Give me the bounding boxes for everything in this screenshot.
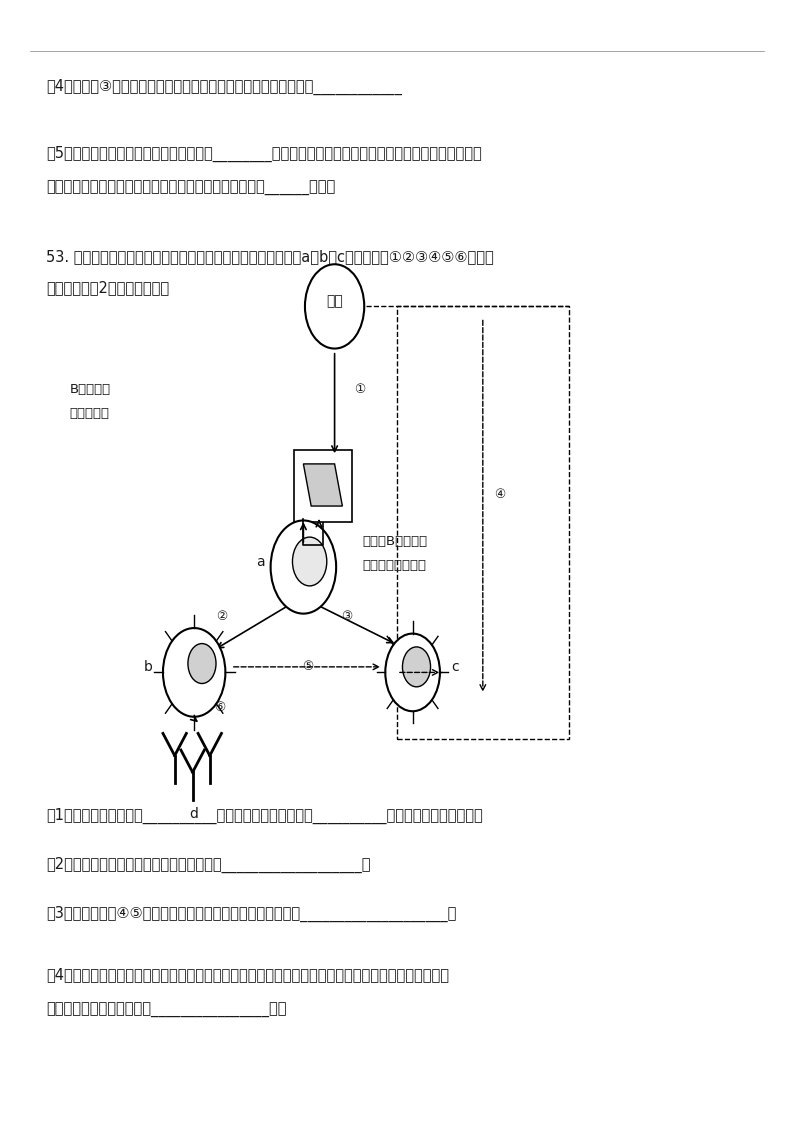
Text: ⑤: ⑤	[302, 660, 313, 674]
Text: （3）当抗原经过④⑤过程时，人体内产生ｄ过程的主要特点是____________________。: （3）当抗原经过④⑤过程时，人体内产生ｄ过程的主要特点是____________…	[46, 905, 457, 922]
Text: ②: ②	[216, 611, 227, 623]
Text: ⑥: ⑥	[214, 702, 225, 714]
Text: 抗原: 抗原	[326, 294, 343, 308]
Text: （4）直接在③上施加适宜刺激，骨骼肌会收缩，该过程是反射吗？____________: （4）直接在③上施加适宜刺激，骨骼肌会收缩，该过程是反射吗？__________…	[46, 79, 402, 95]
Circle shape	[163, 628, 225, 716]
Text: （2）图中ａ、ｂ、ｃ、ｄ能够识别抗原的是___________________。: （2）图中ａ、ｂ、ｃ、ｄ能够识别抗原的是___________________。	[46, 857, 371, 873]
Polygon shape	[303, 464, 342, 506]
Text: c: c	[452, 660, 459, 674]
Text: a: a	[256, 555, 265, 568]
Text: （4）若图中所示的抗原为酿脓链球菌，则该免疫过程产生的物质ｄ可攻击心脏瓣膜，使人患上风湿性心: （4）若图中所示的抗原为酿脓链球菌，则该免疫过程产生的物质ｄ可攻击心脏瓣膜，使人…	[46, 967, 449, 983]
Text: B淋巴细胞: B淋巴细胞	[69, 383, 110, 396]
Text: 激活的B淋巴细胞: 激活的B淋巴细胞	[362, 535, 427, 548]
Text: 表面的受体: 表面的受体	[69, 408, 110, 420]
Text: 免疫系统又正常的情况下，要消灭癌细胞可以依靠体内的______免疫。: 免疫系统又正常的情况下，要消灭癌细胞可以依靠体内的______免疫。	[46, 181, 335, 197]
Text: ④: ④	[495, 489, 506, 502]
Circle shape	[385, 633, 440, 711]
Text: d: d	[190, 807, 198, 821]
Circle shape	[292, 537, 327, 586]
Text: （5）在特异性免疫中能产生抗体的细胞是________。正常人体内都有可能出现细胞癌变，在癌细胞较少、: （5）在特异性免疫中能产生抗体的细胞是________。正常人体内都有可能出现细…	[46, 146, 482, 162]
Text: b: b	[144, 660, 152, 674]
Circle shape	[271, 520, 336, 613]
Text: ③: ③	[341, 611, 352, 623]
Text: 53. 下面是人体部分特异性免疫过程示意图，请据图回答问题（a、b、c表示细胞，①②③④⑤⑥表示过: 53. 下面是人体部分特异性免疫过程示意图，请据图回答问题（a、b、c表示细胞，…	[46, 248, 494, 264]
Text: 程）：（每空2分，共１０分）: 程）：（每空2分，共１０分）	[46, 280, 169, 294]
Circle shape	[403, 647, 430, 687]
Text: （1）该特异性免疫属于__________免疫，图中ｂ在人体内由__________细胞经分裂、分化而来。: （1）该特异性免疫属于__________免疫，图中ｂ在人体内由________…	[46, 807, 483, 824]
Text: 脏病，这属于免疫失调中的________________病。: 脏病，这属于免疫失调中的________________病。	[46, 1003, 287, 1017]
Text: ①: ①	[354, 383, 365, 396]
Text: 增大、分裂和分化: 增大、分裂和分化	[362, 559, 426, 573]
Circle shape	[305, 264, 364, 348]
Circle shape	[188, 643, 216, 684]
